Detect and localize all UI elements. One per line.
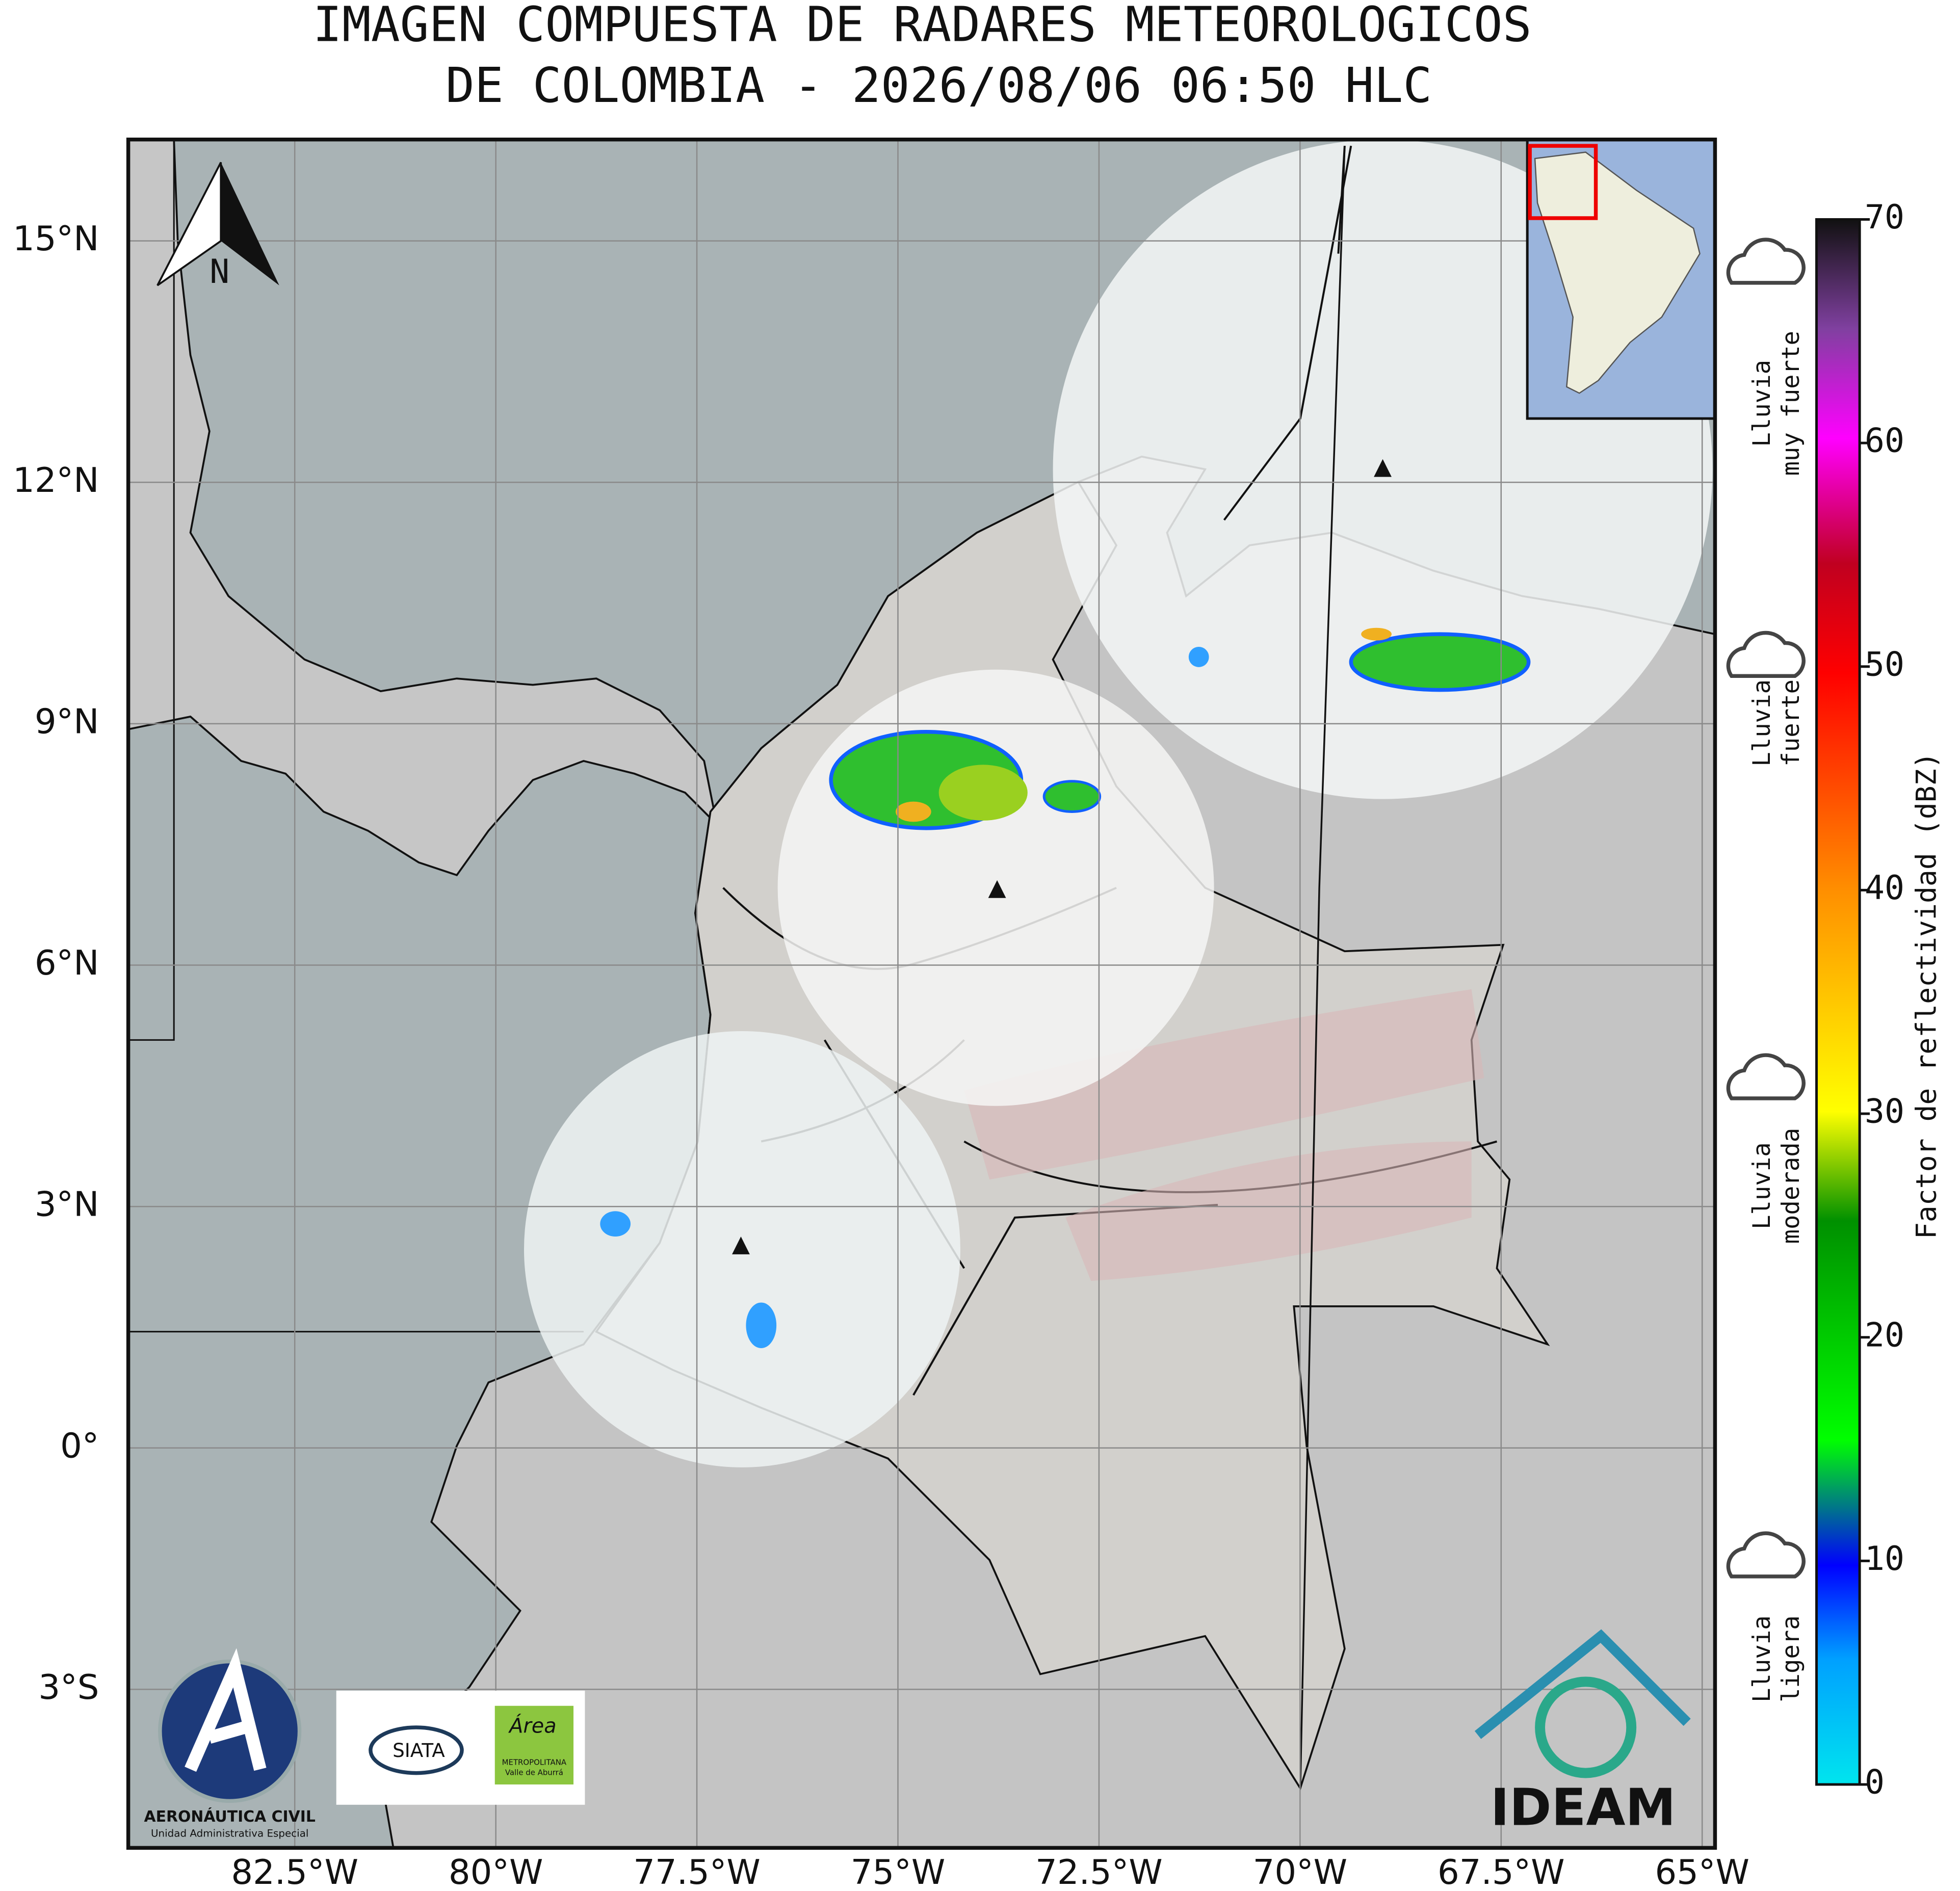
x-tick-label: 80°W bbox=[449, 1852, 543, 1891]
x-tick-label: 65°W bbox=[1655, 1852, 1749, 1891]
echo bbox=[896, 801, 931, 822]
colorbar-tick-label: 10 bbox=[1865, 1540, 1904, 1578]
y-tick-label: 6°N bbox=[35, 943, 99, 983]
colorbar-scale bbox=[1815, 218, 1861, 1786]
rain-category-label: fuerte bbox=[1777, 679, 1805, 767]
x-tick-label: 75°W bbox=[851, 1852, 945, 1891]
colorbar-tick-label: 0 bbox=[1865, 1764, 1885, 1802]
title-line: DE COLOMBIA - 2026/08/06 06:50 HLC bbox=[446, 58, 1432, 114]
logo-roof bbox=[1474, 1629, 1691, 1739]
logo-text: SIATA bbox=[393, 1739, 445, 1762]
logo-glyph bbox=[185, 1648, 267, 1772]
logo-text: IDEAM bbox=[1491, 1779, 1676, 1837]
echo bbox=[1349, 632, 1531, 692]
colorbar-tick-label: 70 bbox=[1865, 198, 1904, 237]
rain-category-label: Lluvia bbox=[1748, 1615, 1776, 1702]
rain-category: Lluvia moderada bbox=[1726, 1053, 1806, 1244]
echo bbox=[746, 1302, 777, 1349]
rain-category-label: Lluvia bbox=[1748, 360, 1776, 447]
inset-map bbox=[1526, 139, 1715, 420]
radar-site bbox=[732, 1237, 750, 1254]
inset-extent bbox=[1528, 144, 1598, 220]
logo-text: AERONÁUTICA CIVIL bbox=[144, 1807, 316, 1826]
weather-icon bbox=[1726, 1053, 1806, 1100]
radar-site bbox=[1374, 459, 1392, 477]
x-tick-label: 82.5°W bbox=[231, 1852, 358, 1891]
y-tick-label: 3°N bbox=[35, 1185, 99, 1224]
rain-category: Lluvia fuerte bbox=[1726, 631, 1806, 767]
colorbar-tick-label: 20 bbox=[1865, 1316, 1904, 1354]
map-area: N AERONÁUTICA CIVIL Unidad Administrativ… bbox=[128, 139, 1715, 1848]
logo-ideam: IDEAM bbox=[1474, 1629, 1691, 1837]
weather-icon bbox=[1726, 631, 1806, 678]
rain-category-label: moderada bbox=[1777, 1128, 1805, 1244]
weather-icon bbox=[1726, 238, 1806, 285]
rain-category-label: Lluvia bbox=[1748, 679, 1776, 767]
boundary bbox=[128, 139, 175, 1041]
y-tick-label: 15°N bbox=[13, 219, 99, 258]
rain-category-label: ligera bbox=[1777, 1615, 1805, 1702]
colorbar-label: Factor de reflectividad (dBZ) bbox=[1910, 752, 1943, 1239]
radar-sites bbox=[732, 459, 1392, 1254]
echo bbox=[600, 1211, 631, 1237]
logo-aerocivil: AERONÁUTICA CIVIL Unidad Administrativa … bbox=[144, 1648, 316, 1840]
inset-continent bbox=[1534, 151, 1701, 394]
title-line: IMAGEN COMPUESTA DE RADARES METEOROLOGIC… bbox=[313, 0, 1532, 53]
logo-text: METROPOLITANA bbox=[502, 1758, 567, 1767]
map-frame bbox=[126, 137, 1717, 1850]
logo-text: Valle de Aburrá bbox=[505, 1768, 563, 1777]
north-label: N bbox=[210, 253, 229, 291]
weather-icon bbox=[1726, 1531, 1806, 1579]
x-tick-label: 70°W bbox=[1253, 1852, 1347, 1891]
radar-site bbox=[988, 880, 1006, 898]
logo-mark bbox=[369, 1725, 464, 1775]
y-tick-label: 12°N bbox=[13, 460, 99, 500]
colorbar-tick-label: 30 bbox=[1865, 1093, 1904, 1131]
y-tick-label: 0° bbox=[60, 1426, 99, 1465]
echo bbox=[1188, 647, 1209, 667]
rain-category: Lluvia muy fuerte bbox=[1726, 238, 1806, 476]
echo bbox=[1042, 780, 1102, 813]
x-tick-label: 67.5°W bbox=[1438, 1852, 1565, 1891]
rain-category-label: Lluvia bbox=[1748, 1142, 1776, 1229]
y-tick-label: 3°S bbox=[38, 1667, 99, 1707]
rain-category-label: muy fuerte bbox=[1777, 331, 1805, 476]
graticule bbox=[128, 139, 1715, 1848]
colorbar-tick-label: 40 bbox=[1865, 869, 1904, 907]
rain-echoes bbox=[600, 627, 1531, 1349]
axis-labels: 82.5°W 80°W 77.5°W 75°W 72.5°W 70°W 67.5°W 65°W… bbox=[13, 219, 1749, 1891]
boundary bbox=[1299, 146, 1346, 1789]
echo bbox=[938, 765, 1028, 821]
colorbar-tick-label: 50 bbox=[1865, 645, 1904, 684]
rain-category: Lluvia ligera bbox=[1726, 1531, 1806, 1702]
colorbar: Factor de reflectividad (dBZ) 0 10 20 30 40 5… bbox=[1815, 198, 1943, 1802]
x-tick-label: 77.5°W bbox=[633, 1852, 761, 1891]
colorbar-tick-label: 60 bbox=[1865, 422, 1904, 460]
x-tick-label: 72.5°W bbox=[1035, 1852, 1163, 1891]
logo-swirl bbox=[1535, 1676, 1637, 1778]
y-tick-label: 9°N bbox=[35, 701, 99, 741]
echo bbox=[1361, 627, 1392, 641]
logo-text: Área bbox=[508, 1714, 556, 1738]
logo-text: Unidad Administrativa Especial bbox=[151, 1828, 308, 1840]
logo-mark bbox=[494, 1705, 574, 1784]
logo-siata-area: SIATA Área METROPOLITANA Valle de Aburrá bbox=[336, 1690, 585, 1805]
